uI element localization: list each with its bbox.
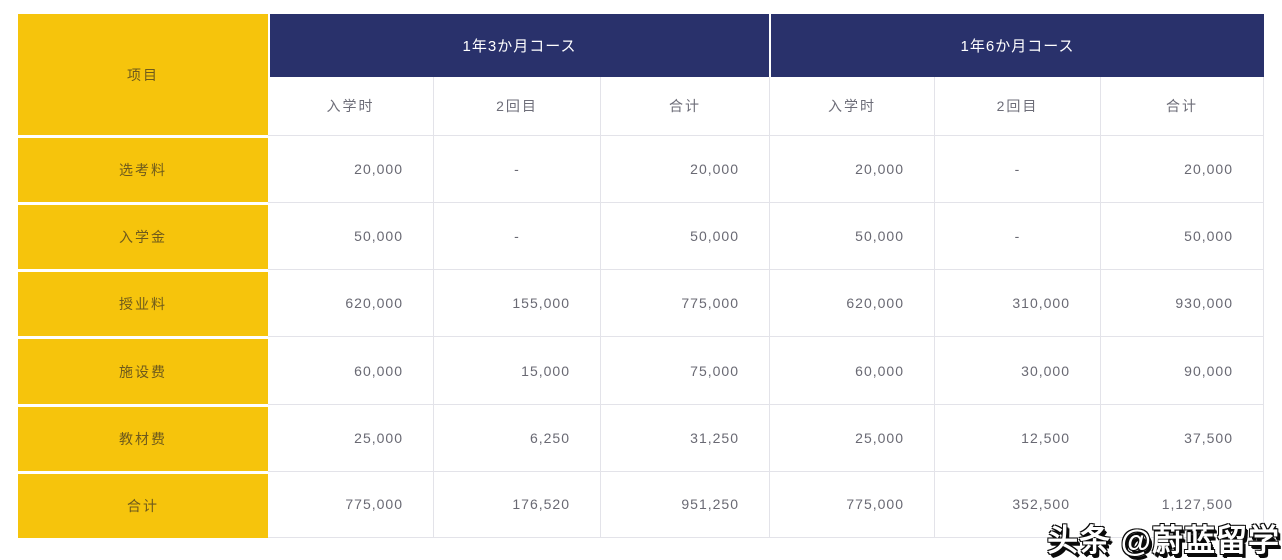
subheader-total: 合计	[1100, 77, 1264, 135]
subheader-total: 合计	[600, 77, 769, 135]
value-cell: 951,250	[600, 470, 769, 538]
value-cell: 775,000	[600, 269, 769, 337]
value-cell: 15,000	[433, 336, 600, 404]
value-cell: 775,000	[268, 470, 433, 538]
row-label-textbook-fee: 教材费	[18, 403, 268, 471]
value-cell: 12,500	[934, 403, 1100, 471]
value-cell: 20,000	[1100, 135, 1264, 203]
value-cell: 20,000	[600, 135, 769, 203]
course-header-1y6m: 1年6か月コース	[769, 14, 1264, 77]
value-cell: 620,000	[268, 269, 433, 337]
value-cell: 25,000	[268, 403, 433, 471]
value-cell: -	[934, 202, 1100, 270]
value-cell: 352,500	[934, 470, 1100, 538]
value-cell: 37,500	[1100, 403, 1264, 471]
course-header-1y3m: 1年3か月コース	[268, 14, 769, 77]
value-cell: 31,250	[600, 403, 769, 471]
subheader-second-payment: 2回目	[433, 77, 600, 135]
row-label-admission-fee: 入学金	[18, 202, 268, 270]
value-cell: -	[433, 202, 600, 270]
value-cell: 310,000	[934, 269, 1100, 337]
row-label-grand-total: 合计	[18, 470, 268, 538]
subheader-entry-time: 入学时	[268, 77, 433, 135]
value-cell: 60,000	[769, 336, 934, 404]
corner-header-item: 项目	[18, 14, 268, 135]
tuition-fee-table: 项目 1年3か月コース 1年6か月コース 入学时 2回目 合计 入学时 2回目 …	[18, 14, 1264, 538]
value-cell: 155,000	[433, 269, 600, 337]
row-label-facility-fee: 施设费	[18, 336, 268, 404]
value-cell: 50,000	[1100, 202, 1264, 270]
row-label-selection-fee: 选考料	[18, 135, 268, 203]
value-cell: 50,000	[769, 202, 934, 270]
value-cell: 20,000	[268, 135, 433, 203]
value-cell: 1,127,500	[1100, 470, 1264, 538]
value-cell: 50,000	[268, 202, 433, 270]
value-cell: 775,000	[769, 470, 934, 538]
value-cell: 50,000	[600, 202, 769, 270]
value-cell: 176,520	[433, 470, 600, 538]
value-cell: 90,000	[1100, 336, 1264, 404]
value-cell: 60,000	[268, 336, 433, 404]
value-cell: 75,000	[600, 336, 769, 404]
value-cell: -	[433, 135, 600, 203]
value-cell: 20,000	[769, 135, 934, 203]
value-cell: 620,000	[769, 269, 934, 337]
value-cell: -	[934, 135, 1100, 203]
value-cell: 6,250	[433, 403, 600, 471]
subheader-second-payment: 2回目	[934, 77, 1100, 135]
subheader-entry-time: 入学时	[769, 77, 934, 135]
value-cell: 30,000	[934, 336, 1100, 404]
row-label-tuition-fee: 授业料	[18, 269, 268, 337]
value-cell: 930,000	[1100, 269, 1264, 337]
toutiao-watermark: 头条 @蔚蓝留学	[1047, 523, 1280, 558]
value-cell: 25,000	[769, 403, 934, 471]
